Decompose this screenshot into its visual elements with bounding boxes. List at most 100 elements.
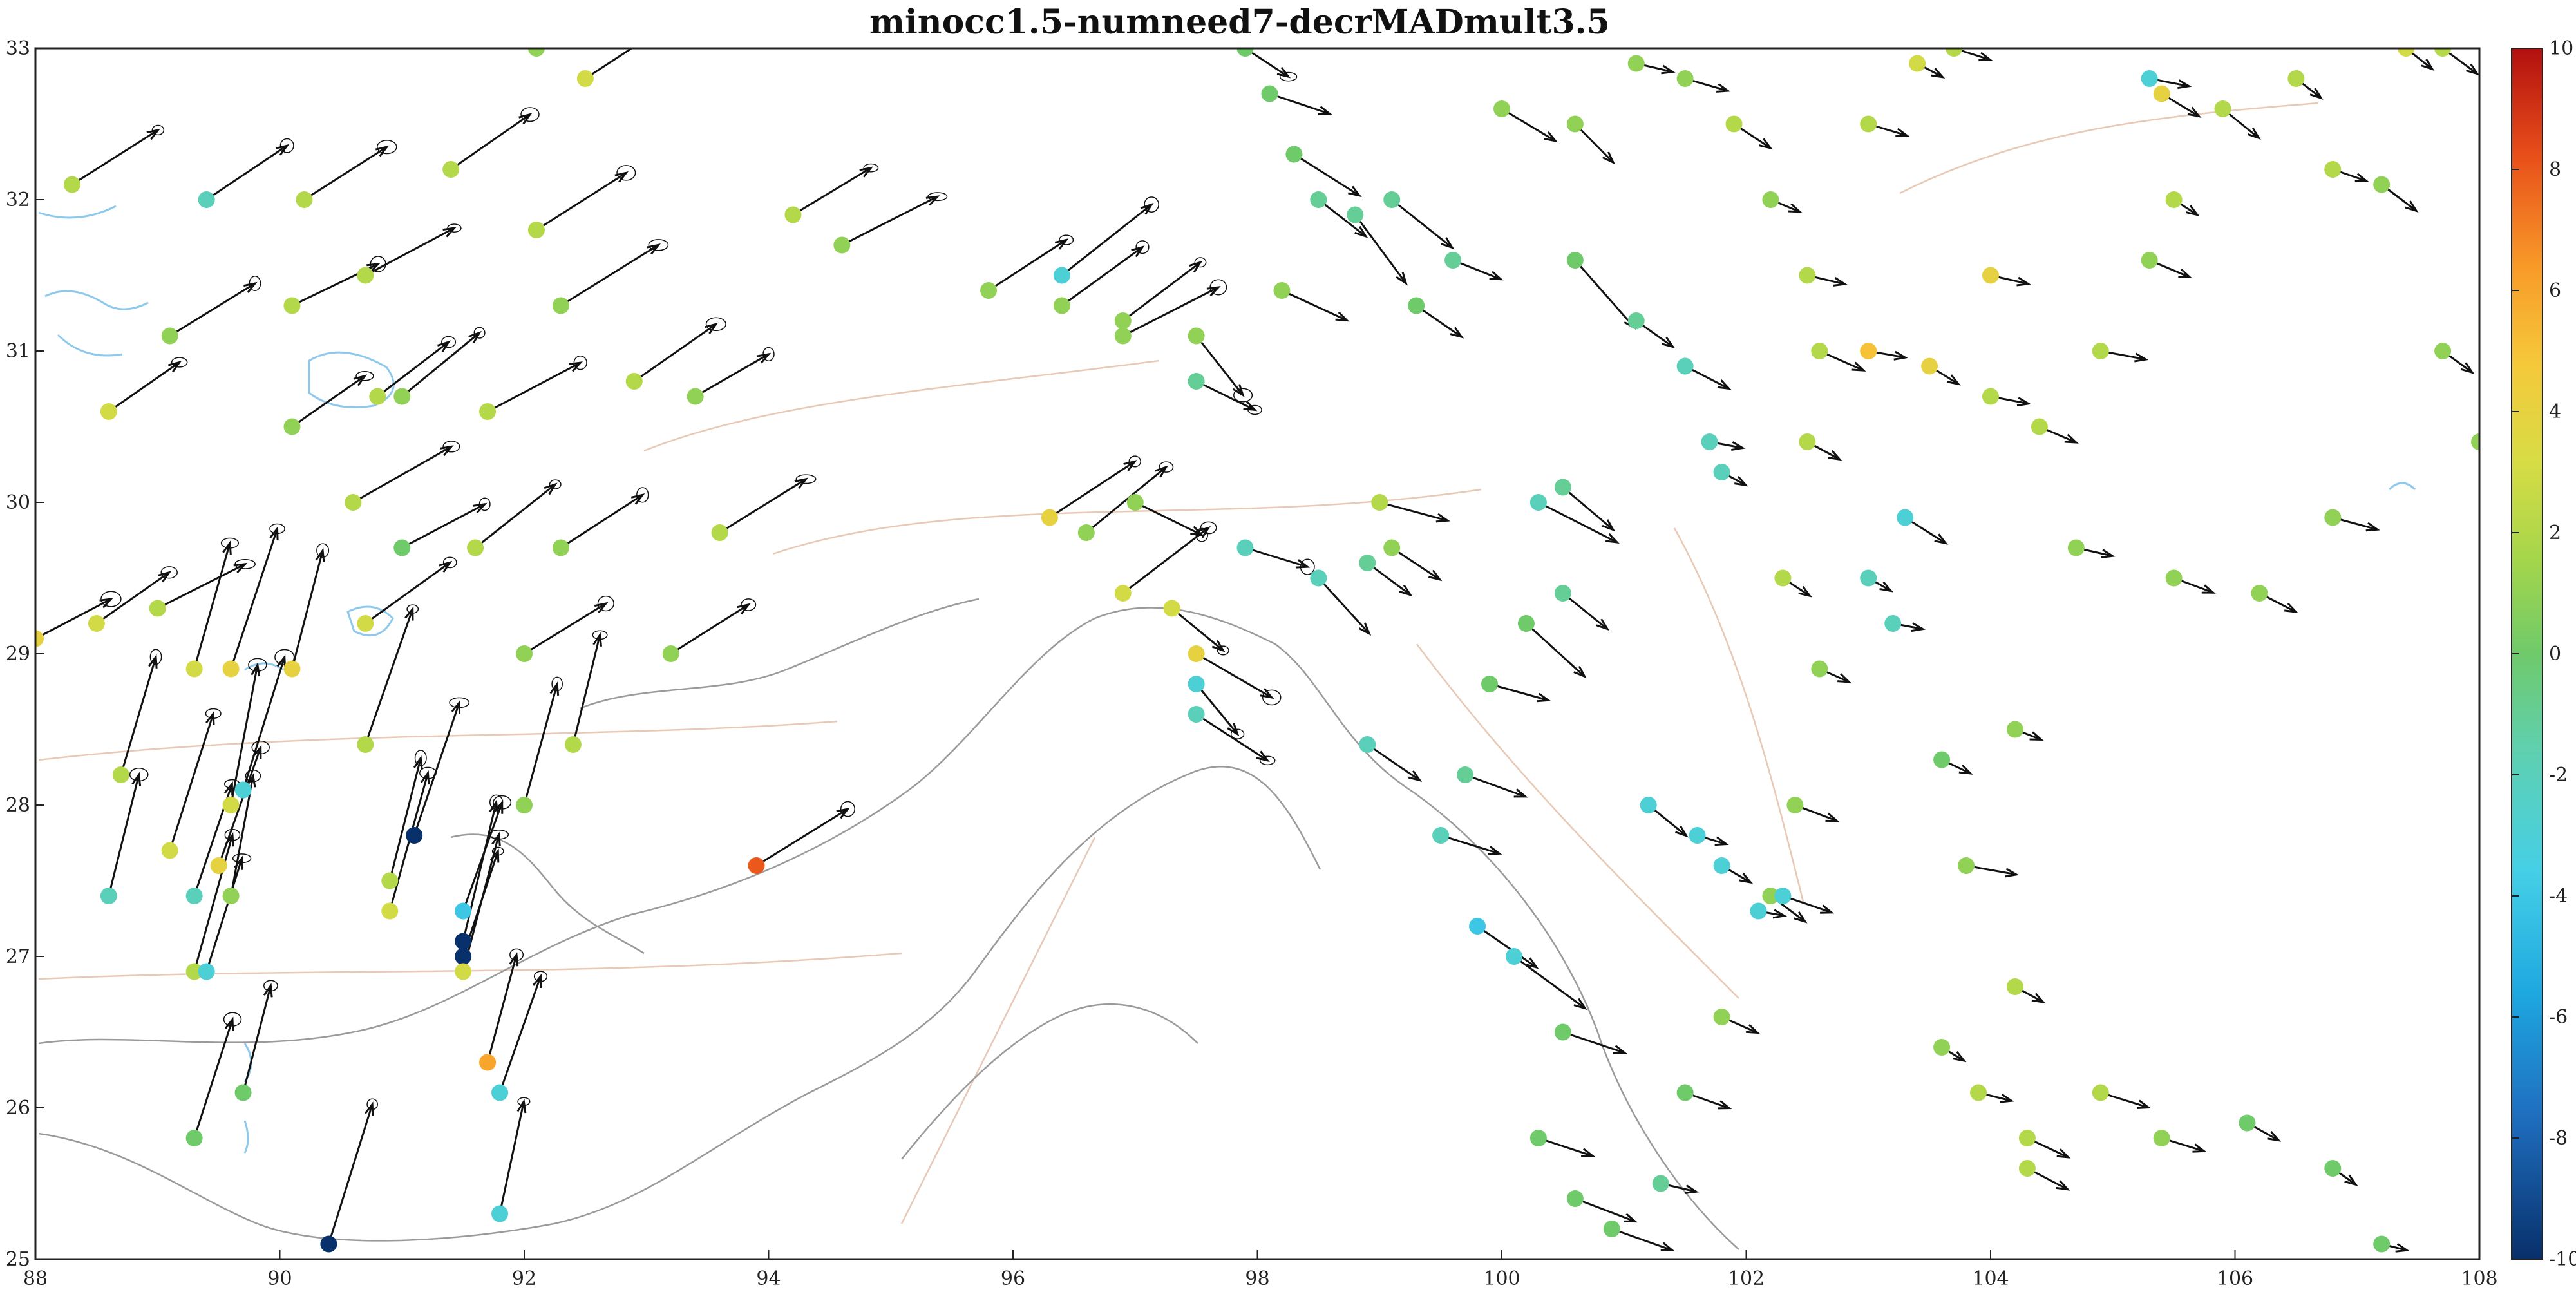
arrow-head: [1189, 260, 1203, 273]
colorbar-tick-label: -8: [2549, 1127, 2568, 1150]
arrow-head: [1296, 559, 1311, 569]
arrow-head: [1602, 151, 1616, 165]
station-point: [1774, 888, 1792, 904]
station-point: [1627, 312, 1645, 329]
station-point: [687, 388, 704, 405]
velocity-arrow: [560, 494, 643, 549]
arrow-head: [2344, 1174, 2358, 1186]
velocity-arrow: [560, 244, 659, 307]
velocity-arrow: [205, 858, 243, 972]
y-tick-label: 30: [6, 491, 30, 514]
velocity-arrow: [572, 634, 601, 745]
arrow-head: [1211, 640, 1226, 652]
arrow-head: [2177, 79, 2192, 90]
velocity-arrow: [988, 239, 1067, 292]
arrow-head: [1718, 1100, 1732, 1110]
arrow-head: [315, 547, 325, 562]
arrow-head: [1408, 770, 1423, 783]
error-ellipse: [795, 474, 817, 484]
arrow-head: [233, 562, 248, 574]
arrow-head: [2247, 128, 2261, 140]
station-point: [1811, 343, 1828, 359]
arrow-head: [146, 128, 161, 140]
velocity-arrow: [1391, 547, 1441, 581]
arrow-head: [2201, 584, 2216, 594]
arrow-head: [437, 340, 451, 353]
station-point: [1188, 373, 1205, 390]
velocity-arrow: [205, 144, 288, 201]
velocity-arrow: [1562, 592, 1608, 630]
arrow-head: [1772, 909, 1788, 919]
arrow-head: [2016, 276, 2031, 287]
arrow-head: [1155, 465, 1169, 478]
colorbar-tick-label: -4: [2549, 885, 2568, 907]
velocity-arrow: [670, 603, 750, 655]
velocity-arrow: [1367, 743, 1421, 781]
velocity-arrow: [1452, 259, 1502, 281]
velocity-arrow: [327, 1103, 374, 1244]
station-point: [1347, 206, 1364, 223]
arrow-head: [1684, 1184, 1699, 1194]
velocity-arrows: [35, 0, 2479, 1253]
x-axis: 88 90 92 94 96 98 100 102 104 106 108: [23, 1250, 2498, 1290]
station-point: [1114, 327, 1132, 345]
station-point: [2092, 1084, 2109, 1101]
velocity-arrow: [1611, 1228, 1673, 1251]
velocity-arrow: [291, 375, 366, 428]
y-tick-label: 32: [6, 189, 30, 211]
arrow-head: [2029, 731, 2044, 741]
velocity-arrow: [694, 353, 770, 397]
error-ellipse: [616, 165, 636, 181]
x-tick-label: 108: [2461, 1268, 2497, 1290]
station-point: [2434, 48, 2452, 57]
station-point: [393, 388, 411, 405]
arrow-head: [243, 281, 258, 294]
station-point: [479, 403, 497, 420]
error-ellipse: [600, 0, 620, 9]
station-point: [1114, 585, 1132, 602]
arrow-head: [2016, 397, 2032, 407]
error-ellipse: [1144, 196, 1159, 213]
station-point: [1236, 539, 1254, 556]
velocity-arrow: [401, 503, 486, 549]
error-ellipse: [269, 523, 285, 535]
velocity-arrow: [108, 774, 140, 897]
station-point: [1762, 191, 1779, 208]
arrow-head: [222, 540, 232, 555]
error-ellipse: [473, 327, 486, 339]
arrow-head: [1833, 277, 1848, 287]
station-point: [1774, 569, 1792, 587]
station-point: [1041, 509, 1058, 526]
error-ellipse: [648, 239, 669, 251]
error-ellipse: [232, 853, 252, 864]
velocity-arrow: [388, 772, 429, 911]
station-point: [1554, 1023, 1571, 1041]
arrow-head: [1489, 271, 1504, 281]
arrow-head: [1243, 401, 1258, 412]
station-point: [1713, 857, 1730, 874]
station-point: [1566, 1190, 1584, 1207]
arrow-head: [1852, 361, 1866, 372]
y-tick-label: 29: [6, 643, 30, 665]
station-point: [1933, 751, 1951, 768]
velocity-arrow: [365, 562, 451, 625]
error-ellipse: [406, 604, 419, 614]
velocity-arrow: [462, 834, 500, 972]
velocity-arrow: [96, 571, 170, 625]
station-point: [1676, 70, 1694, 87]
station-points: [35, 48, 2479, 1253]
velocity-arrow: [1525, 622, 1586, 678]
error-ellipse: [863, 163, 879, 173]
arrow-head: [569, 361, 583, 372]
station-point: [1786, 797, 1804, 813]
station-point: [1383, 539, 1401, 556]
velocity-arrow: [1489, 683, 1549, 701]
velocity-arrow: [1538, 501, 1618, 544]
error-ellipse: [251, 740, 270, 755]
velocity-arrow: [792, 167, 872, 216]
error-ellipse: [220, 537, 240, 549]
arrow-head: [2000, 1093, 2014, 1103]
velocity-arrow: [585, 48, 634, 80]
x-tick-label: 102: [1728, 1268, 1765, 1290]
